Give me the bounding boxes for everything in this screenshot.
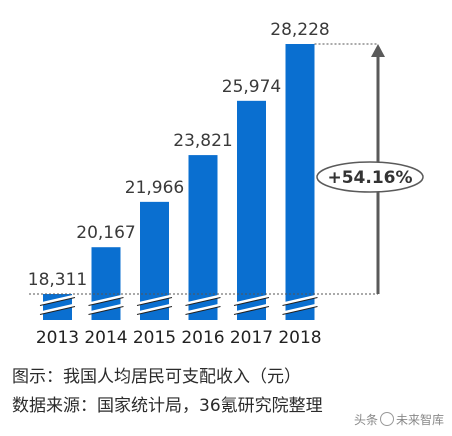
axis-break-line	[282, 297, 318, 306]
axis-break-mark	[233, 303, 270, 315]
axis-break-line	[233, 306, 270, 315]
x-tick-labels-layer: 2013 2014 2015 2016 2017 2018	[36, 328, 322, 348]
axis-break-line	[136, 297, 173, 306]
value-label-2016: 23,821	[173, 131, 232, 151]
bar-2017	[237, 100, 266, 320]
value-label-2015: 21,966	[125, 178, 184, 198]
axis-break-line	[233, 297, 270, 306]
watermark-prefix: 头条	[353, 413, 378, 427]
axis-break-mark	[282, 303, 318, 315]
axis-break-mark	[88, 303, 124, 315]
bar-chart: 18,311 20,167 21,966 23,821 25,974 28,228 201…	[28, 20, 424, 348]
figure-caption: 图示：我国人均居民可支配收入（元）	[12, 367, 301, 387]
watermark-suffix: 未来智库	[395, 413, 444, 427]
x-tick-2018: 2018	[278, 328, 321, 348]
growth-annotation-layer: +54.16%	[29, 43, 424, 295]
axis-break-mark	[136, 294, 173, 306]
bar-2016	[188, 155, 218, 320]
axis-break-line	[39, 306, 76, 315]
data-source-caption: 数据来源：国家统计局，36氪研究院整理	[12, 396, 323, 416]
x-tick-2013: 2013	[36, 328, 79, 348]
x-tick-2015: 2015	[133, 328, 176, 348]
growth-arrowhead	[371, 44, 385, 57]
axis-break-mark	[233, 294, 270, 306]
axis-break-mark	[136, 303, 173, 315]
axis-break-line	[136, 306, 173, 315]
axis-break-mark	[282, 294, 318, 306]
axis-break-mark	[39, 303, 76, 315]
axis-break-line	[88, 306, 124, 315]
axis-break-mark	[185, 303, 221, 315]
value-label-2013: 18,311	[28, 270, 87, 290]
value-label-2018: 28,228	[270, 20, 329, 40]
value-labels-layer: 18,311 20,167 21,966 23,821 25,974 28,228	[28, 20, 330, 290]
bars-layer	[39, 44, 318, 320]
value-label-2017: 25,974	[222, 77, 281, 97]
axis-break-line	[39, 297, 76, 306]
x-tick-2014: 2014	[84, 328, 127, 348]
axis-break-line	[185, 306, 221, 315]
growth-annotation-ellipse	[316, 161, 424, 193]
at-sign-icon	[379, 412, 394, 426]
growth-annotation-label: +54.16%	[327, 168, 412, 188]
bar-2018	[285, 44, 315, 320]
axis-break-line	[88, 297, 124, 306]
value-label-2014: 20,167	[76, 223, 135, 243]
x-tick-2016: 2016	[181, 328, 224, 348]
x-tick-2017: 2017	[230, 328, 273, 348]
axis-break-mark	[39, 294, 76, 306]
watermark: 头条 未来智库	[354, 411, 444, 428]
axis-break-line	[185, 297, 221, 306]
axis-break-line	[282, 306, 318, 315]
axis-break-mark	[185, 294, 221, 306]
axis-break-mark	[88, 294, 124, 306]
